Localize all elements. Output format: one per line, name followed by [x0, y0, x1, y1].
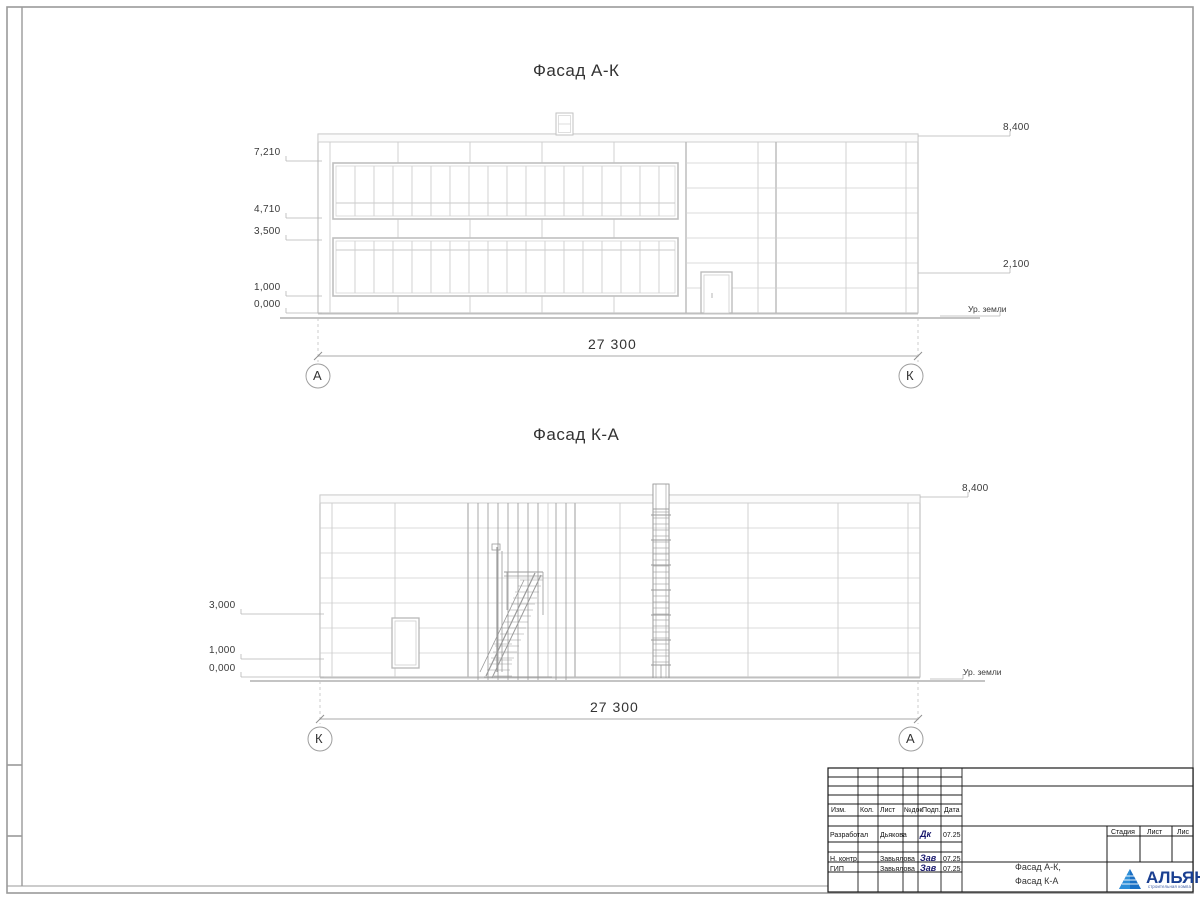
elevation-mark-0000-b: 0,000 — [209, 663, 236, 674]
tb-name-dyakova: Дьякова — [880, 832, 907, 839]
bay-lines-1-heavy — [685, 142, 777, 313]
stair-bay-rails — [477, 503, 567, 680]
axis-bubble-k-2: К — [315, 731, 323, 746]
tb-role-nkontr: Н. контр. — [830, 856, 859, 863]
tb-date-razrabotal: 07.25 — [943, 832, 961, 839]
tb-header-ndok: №док — [904, 807, 923, 814]
tb-signature-gip: Зав — [920, 863, 937, 873]
company-tagline-label: строительная компа — [1148, 884, 1192, 889]
axis-bubbles-2 — [307, 726, 924, 752]
elevation-mark-1000-b: 1,000 — [209, 645, 236, 656]
elevation-mark-3000: 3,000 — [209, 600, 236, 611]
dimension-line-2 — [315, 681, 923, 724]
axis-bubble-a-2: А — [906, 731, 915, 746]
axis-bubble-a-1: А — [313, 368, 322, 383]
tb-date-nkontr: 07.25 — [943, 856, 961, 863]
tb-role-razrabotal: Разработал — [830, 832, 869, 839]
roof-vent-box-1 — [555, 112, 574, 136]
curtain-wall-lower-1 — [332, 237, 679, 297]
elevation-marks-right-2 — [920, 492, 969, 680]
exterior-stair — [479, 543, 552, 679]
elevation-ka-drawing — [240, 483, 985, 752]
drawing-name-line-2: Фасад К-А — [1015, 876, 1059, 886]
alliance-logo-icon — [1119, 869, 1141, 889]
elevation-mark-7210: 7,210 — [254, 147, 281, 158]
elevation-mark-1000-a: 1,000 — [254, 282, 281, 293]
elevation-mark-2100: 2,100 — [1003, 259, 1030, 270]
tb-role-gip: ГИП — [830, 866, 844, 873]
title-block — [827, 767, 1194, 893]
elevation-2-title: Фасад К-А — [533, 425, 620, 444]
elevation-marks-left-2 — [240, 609, 324, 678]
entrance-door-2 — [391, 617, 420, 669]
tb-header-data: Дата — [944, 807, 960, 814]
elevation-marks-left-1 — [285, 156, 322, 314]
elevation-mark-8400-b: 8,400 — [962, 483, 989, 494]
tb-name-zavyalova-2: Завьялова — [880, 866, 915, 873]
elevation-marks-right-1 — [918, 131, 1011, 317]
vertical-ladder — [651, 483, 671, 678]
panel-joints-1 — [686, 162, 918, 289]
tb-header-listov: Лис — [1177, 829, 1190, 836]
tb-header-list: Лист — [880, 807, 896, 814]
dimension-label-1: 27 300 — [588, 336, 637, 352]
tb-header-kol: Кол. — [860, 807, 874, 814]
tb-signature-razrabotal: Дк — [920, 829, 932, 839]
tb-header-izm: Изм. — [831, 807, 846, 814]
entrance-door-1 — [700, 271, 733, 314]
elevation-1-title: Фасад А-К — [533, 61, 620, 80]
elevation-mark-4710: 4,710 — [254, 204, 281, 215]
elevation-mark-0000-a: 0,000 — [254, 299, 281, 310]
tb-header-stadiya: Стадия — [1111, 829, 1135, 836]
dimension-label-2: 27 300 — [590, 699, 639, 715]
tb-signature-nkontr: Зав — [920, 853, 937, 863]
tb-name-zavyalova-1: Завьялова — [880, 856, 915, 863]
elevation-ak-drawing — [280, 112, 1011, 389]
ground-level-label-2: Ур. земли — [963, 667, 1002, 677]
axis-bubble-k-1: К — [906, 368, 914, 383]
curtain-wall-upper-1 — [332, 162, 679, 220]
axis-bubbles-1 — [305, 363, 924, 389]
tb-header-podp: Подп. — [922, 807, 941, 814]
tb-date-gip: 07.25 — [943, 866, 961, 873]
tb-header-list-2: Лист — [1147, 829, 1163, 836]
dimension-line-1 — [313, 318, 923, 362]
elevation-mark-3500: 3,500 — [254, 226, 281, 237]
drawing-name-line-1: Фасад А-К, — [1015, 862, 1061, 872]
ground-level-label-1: Ур. земли — [968, 304, 1007, 314]
elevation-mark-8400-a: 8,400 — [1003, 122, 1030, 133]
company-name-label: АЛЬЯН — [1146, 868, 1200, 887]
